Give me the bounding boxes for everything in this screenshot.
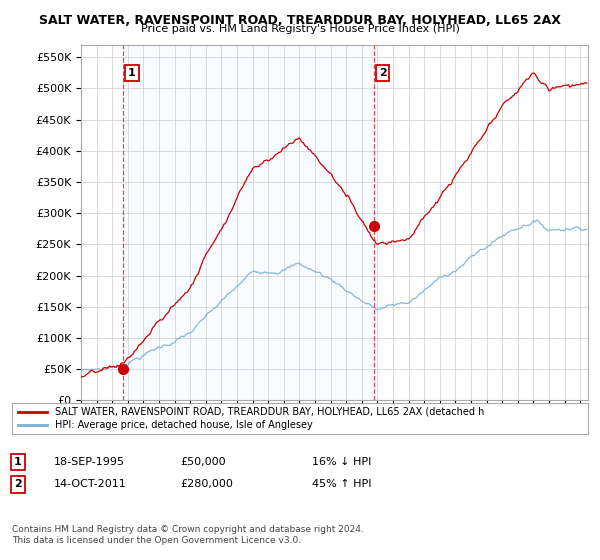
Text: 1: 1: [128, 68, 136, 78]
Text: 1: 1: [14, 457, 22, 467]
Bar: [124, 45, 374, 400]
Text: 2: 2: [379, 68, 386, 78]
Text: 2: 2: [14, 479, 22, 489]
Text: £50,000: £50,000: [180, 457, 226, 467]
Text: £280,000: £280,000: [180, 479, 233, 489]
Text: HPI: Average price, detached house, Isle of Anglesey: HPI: Average price, detached house, Isle…: [55, 421, 313, 431]
Text: 14-OCT-2011: 14-OCT-2011: [54, 479, 127, 489]
Text: 18-SEP-1995: 18-SEP-1995: [54, 457, 125, 467]
Text: Contains HM Land Registry data © Crown copyright and database right 2024.
This d: Contains HM Land Registry data © Crown c…: [12, 525, 364, 545]
Text: SALT WATER, RAVENSPOINT ROAD, TREARDDUR BAY, HOLYHEAD, LL65 2AX (detached h: SALT WATER, RAVENSPOINT ROAD, TREARDDUR …: [55, 407, 485, 417]
Text: 16% ↓ HPI: 16% ↓ HPI: [312, 457, 371, 467]
Text: 45% ↑ HPI: 45% ↑ HPI: [312, 479, 371, 489]
Text: Price paid vs. HM Land Registry's House Price Index (HPI): Price paid vs. HM Land Registry's House …: [140, 24, 460, 34]
Text: SALT WATER, RAVENSPOINT ROAD, TREARDDUR BAY, HOLYHEAD, LL65 2AX: SALT WATER, RAVENSPOINT ROAD, TREARDDUR …: [39, 14, 561, 27]
